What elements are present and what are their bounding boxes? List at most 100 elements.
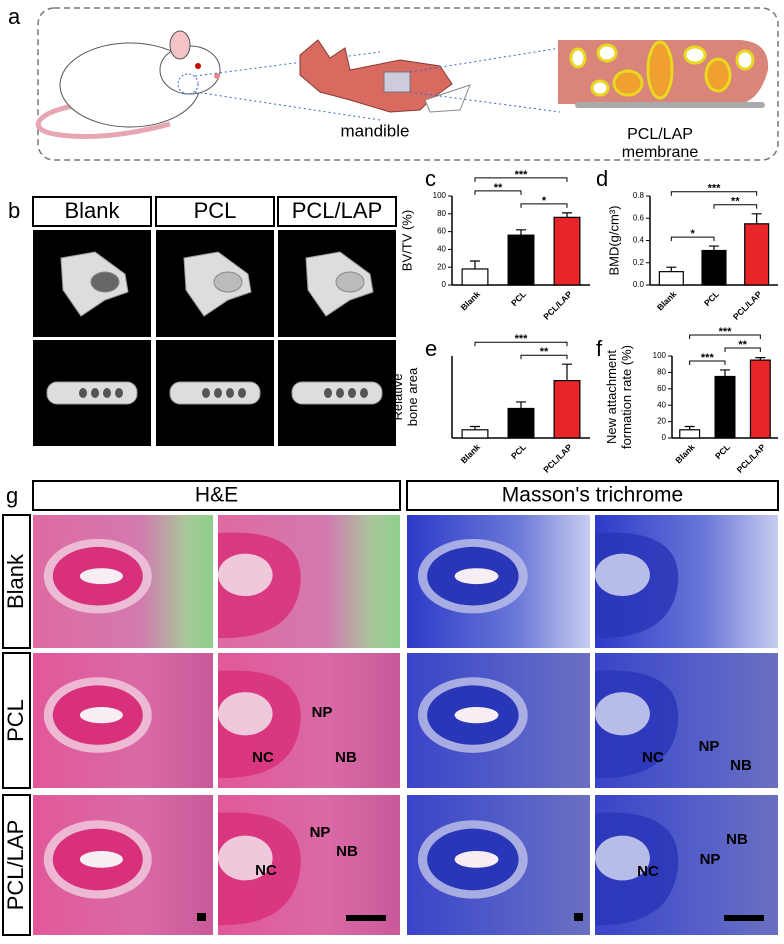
- tissue-annotation: NB: [335, 749, 357, 766]
- significance-bracket: [670, 191, 758, 196]
- canal-render: [202, 388, 210, 398]
- x-tick-label: PCL/LAP: [735, 442, 768, 475]
- error-bar: [684, 425, 695, 430]
- panel-label: a: [8, 4, 21, 29]
- x-tick-label: Blank: [459, 289, 483, 313]
- significance-label: **: [494, 182, 503, 194]
- y-tick-label: 20: [437, 262, 446, 271]
- x-tick-label: Blank: [673, 442, 697, 466]
- y-axis-label: Relative: [390, 374, 405, 421]
- tissue-annotation: NB: [730, 757, 752, 774]
- significance-label: ***: [708, 183, 722, 195]
- bar: [679, 429, 701, 439]
- significance-bracket: [689, 334, 761, 339]
- membrane-illustration: [558, 40, 769, 108]
- pulp: [218, 692, 273, 736]
- significance-bracket: [689, 360, 726, 365]
- stain-header: Masson's trichrome: [502, 484, 683, 507]
- column-header: PCL/LAP: [292, 198, 383, 223]
- y-tick-label: 0.8: [633, 191, 645, 200]
- error-bar: [751, 213, 762, 224]
- y-tick-label: 0: [662, 433, 667, 442]
- error-bar: [562, 212, 572, 218]
- significance-bracket: [474, 177, 568, 182]
- canal-render: [348, 388, 356, 398]
- error-bar: [755, 357, 766, 361]
- row-label: PCL: [3, 699, 28, 742]
- significance-bracket: [724, 347, 761, 352]
- y-tick-label: 0.0: [633, 280, 645, 289]
- significance-bracket: [520, 203, 568, 208]
- significance-label: ***: [515, 169, 529, 181]
- bar: [507, 407, 535, 439]
- y-tick-label: 20: [657, 417, 666, 426]
- stain-header: H&E: [195, 484, 238, 507]
- y-tick-label: 80: [657, 368, 666, 377]
- panel-label: e: [425, 336, 437, 361]
- pulp: [79, 568, 123, 585]
- bar: [714, 375, 736, 439]
- canal-render: [324, 388, 332, 398]
- significance-label: *: [542, 195, 547, 207]
- significance-label: **: [731, 196, 740, 208]
- row-label-box: [2, 652, 31, 789]
- tissue-annotation: NB: [726, 831, 748, 848]
- pulp: [595, 835, 650, 881]
- error-bar: [562, 363, 572, 381]
- pulp: [595, 692, 650, 736]
- tissue-annotation: NC: [252, 749, 274, 766]
- tissue-annotation: NC: [255, 862, 277, 879]
- canal-render: [103, 388, 111, 398]
- y-tick-label: 100: [433, 191, 447, 200]
- significance-label: **: [738, 339, 747, 351]
- tissue-annotation: NC: [642, 749, 664, 766]
- error-bar: [470, 260, 480, 269]
- canal-render: [91, 388, 99, 398]
- significance-bracket: [670, 236, 715, 242]
- pulp: [79, 851, 123, 868]
- pulp: [79, 707, 123, 724]
- panel-label: b: [8, 198, 20, 223]
- pulp: [454, 851, 499, 868]
- y-tick-label: 60: [437, 227, 446, 236]
- y-tick-label: 80: [437, 209, 446, 218]
- tissue-annotation: NP: [699, 738, 720, 755]
- significance-label: ***: [701, 352, 715, 364]
- bar: [507, 234, 535, 286]
- scale-bar: [346, 915, 386, 921]
- y-axis-label: New attachment: [604, 350, 619, 444]
- x-tick-label: PCL: [702, 289, 721, 308]
- mandible-illustration: [299, 39, 561, 113]
- error-bar: [516, 401, 526, 409]
- x-tick-label: PCL: [713, 442, 732, 461]
- tissue-annotation: NC: [637, 863, 659, 880]
- scale-bar: [574, 913, 583, 921]
- error-bar: [470, 425, 480, 430]
- row-label: PCL/LAP: [3, 820, 28, 911]
- tissue-annotation: NP: [312, 704, 333, 721]
- y-tick-label: 0.4: [633, 236, 645, 245]
- y-tick-label: 100: [653, 351, 667, 360]
- column-header-box: [155, 196, 275, 227]
- x-tick-label: Blank: [459, 442, 483, 466]
- pulp: [454, 707, 499, 724]
- bar: [461, 429, 489, 439]
- bar: [461, 268, 489, 286]
- y-axis-label: BV/TV (%): [399, 210, 414, 271]
- column-header-box: [277, 196, 397, 227]
- membrane-label: PCL/LAP: [627, 126, 693, 143]
- panel-label: d: [596, 166, 608, 191]
- significance-label: **: [540, 346, 549, 358]
- membrane-label: membrane: [622, 144, 699, 161]
- y-tick-label: 40: [657, 400, 666, 409]
- y-axis-label: BMD(g/cm³): [606, 205, 621, 275]
- x-tick-label: PCL/LAP: [541, 289, 574, 322]
- row-label-box: [2, 794, 31, 936]
- panel-label: f: [596, 336, 603, 361]
- mandible-label: mandible: [341, 121, 410, 140]
- scale-bar: [724, 915, 764, 921]
- defect-render: [213, 271, 243, 293]
- error-bar: [720, 369, 730, 377]
- panel-label: c: [425, 166, 436, 191]
- x-tick-label: PCL: [509, 442, 528, 461]
